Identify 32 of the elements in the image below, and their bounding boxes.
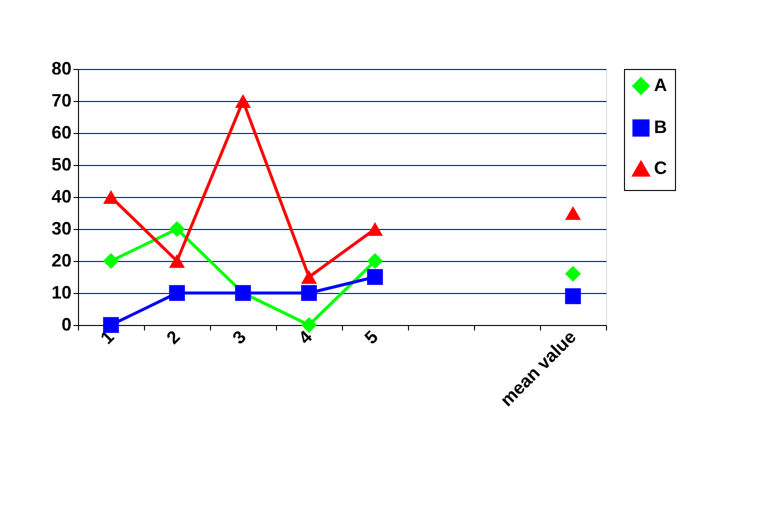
legend-label: B xyxy=(654,117,667,137)
point xyxy=(169,285,185,301)
y-tick-label: 20 xyxy=(51,250,72,270)
legend-label: A xyxy=(654,75,667,95)
x-tick-label: 4 xyxy=(294,326,316,348)
point xyxy=(301,270,317,284)
y-tick-label: 60 xyxy=(51,122,72,142)
point xyxy=(103,190,119,204)
point xyxy=(169,254,185,268)
x-tick-label: 3 xyxy=(228,326,250,348)
point xyxy=(367,269,383,285)
y-tick-label: 50 xyxy=(51,154,72,174)
y-tick-label: 0 xyxy=(61,314,72,334)
x-tick-label: 5 xyxy=(360,326,382,348)
point xyxy=(565,206,581,220)
point xyxy=(103,317,119,333)
x-tick-label: 2 xyxy=(162,326,184,348)
y-tick-label: 70 xyxy=(51,90,72,110)
x-tick-label: 1 xyxy=(96,326,118,348)
y-tick-label: 30 xyxy=(51,218,72,238)
point xyxy=(169,221,185,237)
legend-label: C xyxy=(654,158,667,178)
point xyxy=(301,285,317,301)
y-tick-label: 80 xyxy=(51,58,72,78)
point xyxy=(367,222,383,236)
y-tick-label: 10 xyxy=(51,282,72,302)
point xyxy=(367,253,383,269)
point xyxy=(103,253,119,269)
point xyxy=(235,94,251,108)
point xyxy=(565,288,581,304)
point xyxy=(565,266,581,282)
y-tick-label: 40 xyxy=(51,186,72,206)
